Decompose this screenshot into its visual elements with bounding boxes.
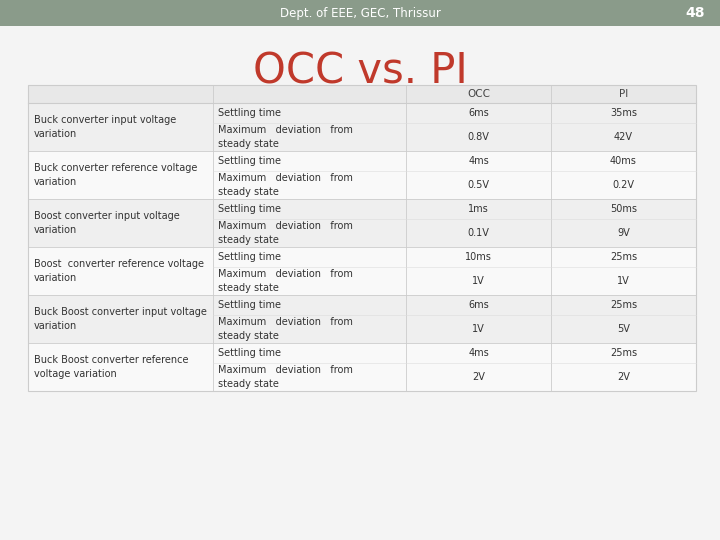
Text: 5V: 5V [617, 324, 630, 334]
Text: 0.2V: 0.2V [613, 180, 634, 190]
Text: OCC: OCC [467, 89, 490, 99]
Text: Dept. of EEE, GEC, Thrissur: Dept. of EEE, GEC, Thrissur [279, 6, 441, 19]
Text: 1V: 1V [472, 276, 485, 286]
Text: 2V: 2V [472, 372, 485, 382]
Bar [28, 199, 696, 247]
Text: Settling time: Settling time [218, 204, 281, 214]
Text: Maximum   deviation   from
steady state: Maximum deviation from steady state [218, 269, 353, 293]
Text: Settling time: Settling time [218, 300, 281, 310]
Text: Buck converter reference voltage
variation: Buck converter reference voltage variati… [34, 163, 197, 187]
Text: 6ms: 6ms [468, 108, 489, 118]
Text: Settling time: Settling time [218, 252, 281, 262]
Bar [28, 151, 696, 199]
Text: 10ms: 10ms [465, 252, 492, 262]
Bar [28, 295, 696, 343]
Text: 1V: 1V [617, 276, 630, 286]
Text: Maximum   deviation   from
steady state: Maximum deviation from steady state [218, 317, 353, 341]
Text: 25ms: 25ms [610, 300, 637, 310]
Text: Buck converter input voltage
variation: Buck converter input voltage variation [34, 115, 176, 139]
Text: 48: 48 [685, 6, 705, 20]
Text: 0.5V: 0.5V [467, 180, 490, 190]
Text: Buck Boost converter input voltage
variation: Buck Boost converter input voltage varia… [34, 307, 207, 331]
Text: Buck Boost converter reference
voltage variation: Buck Boost converter reference voltage v… [34, 355, 189, 379]
Bar [28, 343, 696, 391]
Text: Maximum   deviation   from
steady state: Maximum deviation from steady state [218, 221, 353, 245]
Bar [28, 247, 696, 295]
Bar [0, 0, 720, 26]
Text: 0.1V: 0.1V [467, 228, 490, 238]
Text: Settling time: Settling time [218, 156, 281, 166]
Text: 42V: 42V [614, 132, 633, 142]
Text: 25ms: 25ms [610, 348, 637, 358]
Text: 4ms: 4ms [468, 156, 489, 166]
Text: 9V: 9V [617, 228, 630, 238]
Text: Maximum   deviation   from
steady state: Maximum deviation from steady state [218, 365, 353, 389]
Text: 25ms: 25ms [610, 252, 637, 262]
Bar [28, 85, 696, 103]
Text: 0.8V: 0.8V [467, 132, 490, 142]
Text: 1V: 1V [472, 324, 485, 334]
Text: 4ms: 4ms [468, 348, 489, 358]
Text: 6ms: 6ms [468, 300, 489, 310]
Bar [28, 85, 696, 391]
Bar [28, 103, 696, 151]
Text: 40ms: 40ms [610, 156, 637, 166]
Text: 50ms: 50ms [610, 204, 637, 214]
Text: Boost  converter reference voltage
variation: Boost converter reference voltage variat… [34, 259, 204, 283]
Text: OCC vs. PI: OCC vs. PI [253, 50, 467, 92]
Text: 1ms: 1ms [468, 204, 489, 214]
Text: 2V: 2V [617, 372, 630, 382]
Text: Maximum   deviation   from
steady state: Maximum deviation from steady state [218, 173, 353, 197]
Text: Maximum   deviation   from
steady state: Maximum deviation from steady state [218, 125, 353, 149]
Text: PI: PI [619, 89, 628, 99]
Text: Boost converter input voltage
variation: Boost converter input voltage variation [34, 211, 180, 235]
Text: Settling time: Settling time [218, 108, 281, 118]
Text: Settling time: Settling time [218, 348, 281, 358]
Text: 35ms: 35ms [610, 108, 637, 118]
